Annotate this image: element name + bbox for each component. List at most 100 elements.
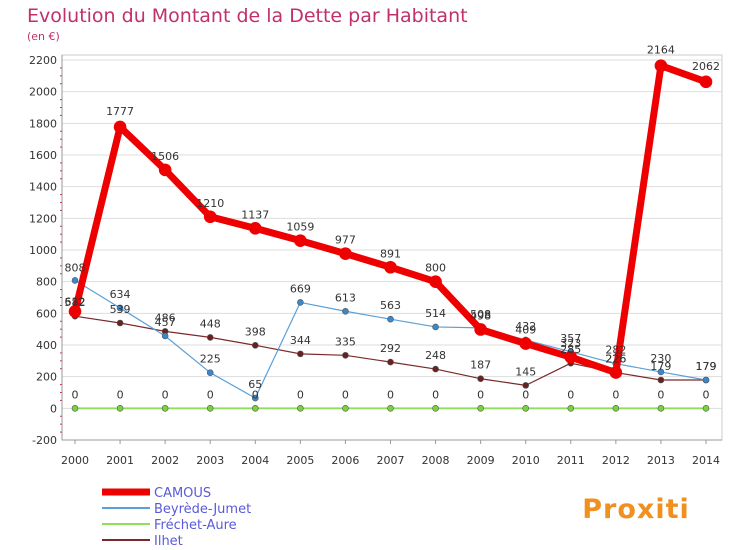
data-labels: 0 0 0 0 0 0 0 0 0 0 0 0 0 0 0 582 539 486 448 398 344 335 292 2…	[65, 44, 721, 402]
y-tick-label: -200	[32, 434, 57, 447]
y-tick-label: 2200	[29, 54, 57, 67]
data-label-ilhet: 344	[290, 334, 311, 347]
data-label-frechet-aure: 0	[72, 388, 79, 401]
x-tick-label: 2010	[512, 454, 540, 467]
data-label-beyrede-jumet: 457	[155, 316, 176, 329]
data-point-frechet-aure	[161, 405, 169, 412]
data-label-ilhet: 486	[155, 311, 176, 324]
data-label-camous: 323	[560, 337, 581, 350]
y-tick-label: 800	[36, 276, 57, 289]
data-label-camous: 2164	[647, 44, 675, 57]
data-label-frechet-aure: 0	[117, 388, 124, 401]
data-label-ilhet: 582	[65, 296, 86, 309]
data-label-frechet-aure: 0	[297, 388, 304, 401]
data-point-frechet-aure	[116, 405, 124, 412]
data-point-camous	[519, 337, 533, 350]
data-label-beyrede-jumet: 514	[425, 307, 446, 320]
brand-logo-text: Proxiti	[582, 494, 690, 525]
data-point-ilhet	[206, 334, 214, 341]
x-axis: 2000 2001 2002 2003 2004 2005 2006 2007 2008 2009…	[61, 439, 722, 467]
data-point-ilhet	[522, 382, 530, 389]
data-label-camous: 1777	[106, 105, 134, 118]
series-layer	[68, 59, 713, 412]
data-label-camous: 977	[335, 234, 356, 247]
data-label-ilhet: 448	[200, 317, 221, 330]
x-tick-label: 2012	[602, 454, 630, 467]
data-point-beyrede-jumet	[297, 299, 304, 306]
data-label-ilhet: 179	[650, 360, 671, 373]
chart-subtitle: (en €)	[27, 30, 60, 43]
x-tick-label: 2008	[422, 454, 450, 467]
x-tick-label: 2013	[647, 454, 675, 467]
data-point-frechet-aure	[432, 405, 439, 412]
data-point-camous	[384, 260, 397, 274]
x-tick-label: 2002	[151, 454, 179, 467]
data-label-beyrede-jumet: 634	[110, 288, 131, 301]
data-label-frechet-aure: 0	[207, 388, 214, 401]
legend-label-ilhet: Ilhet	[154, 534, 183, 549]
x-tick-label: 2001	[106, 454, 134, 467]
data-label-ilhet: 539	[110, 303, 131, 316]
y-tick-label: 1200	[29, 212, 57, 225]
data-point-beyrede-jumet	[161, 332, 169, 340]
data-point-ilhet	[251, 342, 259, 349]
y-tick-label: 1000	[29, 244, 57, 257]
data-point-camous	[699, 75, 713, 89]
y-tick-label: 1800	[29, 117, 57, 130]
data-label-frechet-aure: 0	[657, 388, 664, 401]
data-label-beyrede-jumet: 432	[515, 320, 536, 333]
data-point-frechet-aure	[387, 405, 394, 412]
x-tick-label: 2014	[692, 454, 720, 467]
data-label-camous: 498	[470, 309, 491, 322]
data-label-ilhet: 226	[605, 353, 626, 366]
data-point-camous	[654, 59, 668, 72]
x-tick-label: 2004	[241, 454, 269, 467]
data-point-frechet-aure	[71, 405, 79, 412]
data-label-beyrede-jumet: 225	[200, 353, 221, 366]
data-point-frechet-aure	[342, 405, 349, 412]
data-label-frechet-aure: 0	[522, 388, 529, 401]
data-point-camous	[474, 323, 487, 336]
data-label-camous: 612	[65, 295, 86, 308]
data-label-frechet-aure: 0	[567, 388, 574, 401]
data-label-ilhet: 248	[425, 349, 446, 362]
data-point-camous	[248, 222, 262, 235]
data-label-ilhet: 292	[380, 342, 401, 355]
data-label-frechet-aure: 0	[162, 388, 169, 401]
data-label-beyrede-jumet: 65	[248, 378, 262, 391]
data-point-frechet-aure	[612, 405, 620, 412]
data-point-beyrede-jumet	[71, 277, 79, 284]
data-point-frechet-aure	[477, 405, 484, 412]
legend-label-beyrede-jumet: Beyrède-Jumet	[154, 502, 251, 517]
data-label-camous: 1506	[151, 150, 179, 163]
x-tick-label: 2005	[286, 454, 314, 467]
data-label-camous: 2062	[692, 60, 720, 73]
data-label-frechet-aure: 0	[612, 388, 619, 401]
data-point-ilhet	[297, 350, 304, 358]
data-label-camous: 1210	[196, 197, 224, 210]
x-tick-label: 2009	[467, 454, 495, 467]
x-tick-label: 2011	[557, 454, 585, 467]
data-label-beyrede-jumet: 613	[335, 291, 356, 304]
data-point-beyrede-jumet	[206, 369, 214, 377]
data-label-beyrede-jumet: 508	[470, 308, 491, 321]
data-label-camous: 409	[515, 324, 536, 337]
data-point-camous	[429, 275, 442, 288]
data-point-beyrede-jumet	[251, 394, 259, 402]
data-label-camous: 226	[605, 353, 626, 366]
data-point-beyrede-jumet	[657, 368, 665, 376]
data-label-beyrede-jumet: 808	[65, 261, 86, 274]
data-point-ilhet	[432, 365, 439, 373]
data-label-beyrede-jumet: 357	[560, 332, 581, 345]
data-label-camous: 891	[380, 247, 401, 260]
data-label-camous: 1137	[241, 208, 269, 221]
data-point-camous	[68, 305, 82, 318]
data-point-ilhet	[477, 375, 484, 383]
data-label-ilhet: 187	[470, 359, 491, 372]
data-point-camous	[113, 120, 127, 134]
y-tick-label: 1600	[29, 149, 57, 162]
data-point-camous	[339, 247, 352, 260]
data-point-ilhet	[342, 351, 349, 359]
data-label-frechet-aure: 0	[342, 388, 349, 401]
data-point-frechet-aure	[567, 405, 575, 412]
